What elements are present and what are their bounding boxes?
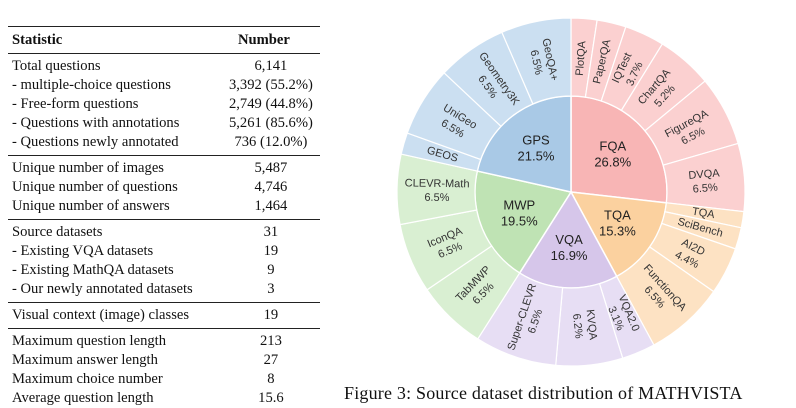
statistic-label: Average question length bbox=[8, 389, 208, 408]
statistic-label: - Questions with annotations bbox=[8, 114, 208, 133]
category-percent-label: 19.5% bbox=[501, 213, 538, 228]
figure-caption: Figure 3: Source dataset distribution of… bbox=[344, 383, 743, 404]
statistic-label: Source datasets bbox=[8, 220, 208, 243]
dataset-percent-label: 6.5% bbox=[692, 182, 718, 196]
statistic-label: - Free-form questions bbox=[8, 95, 208, 114]
table-header-row: Statistic Number bbox=[8, 27, 320, 54]
statistic-value: 4,746 bbox=[208, 178, 320, 197]
statistic-value: 1,464 bbox=[208, 197, 320, 220]
category-percent-label: 16.9% bbox=[551, 248, 588, 263]
statistic-label: - Our newly annotated datasets bbox=[8, 280, 208, 303]
statistic-value: 6,141 bbox=[208, 54, 320, 77]
dataset-percent-label: 6.5% bbox=[424, 192, 449, 204]
statistic-value: 19 bbox=[208, 242, 320, 261]
statistic-label: Visual context (image) classes bbox=[8, 303, 208, 329]
statistic-value: 5,487 bbox=[208, 156, 320, 179]
statistic-value: 8 bbox=[208, 370, 320, 389]
category-percent-label: 21.5% bbox=[518, 148, 555, 163]
statistic-value: 15.6 bbox=[208, 389, 320, 408]
category-name-label: MWP bbox=[503, 197, 535, 212]
category-percent-label: 15.3% bbox=[599, 223, 636, 238]
category-percent-label: 26.8% bbox=[594, 155, 631, 170]
statistic-value: 31 bbox=[208, 220, 320, 243]
statistic-label: Unique number of questions bbox=[8, 178, 208, 197]
statistic-label: Maximum question length bbox=[8, 329, 208, 352]
statistic-label: Maximum answer length bbox=[8, 351, 208, 370]
statistic-value: 27 bbox=[208, 351, 320, 370]
statistic-value: 213 bbox=[208, 329, 320, 352]
statistic-label: Unique number of answers bbox=[8, 197, 208, 220]
statistic-label: Unique number of images bbox=[8, 156, 208, 179]
statistic-value: 5,261 (85.6%) bbox=[208, 114, 320, 133]
statistic-label: - Existing MathQA datasets bbox=[8, 261, 208, 280]
statistic-column-header: Statistic bbox=[8, 27, 208, 54]
statistic-value: 9 bbox=[208, 261, 320, 280]
statistic-label: - Questions newly annotated bbox=[8, 133, 208, 156]
statistic-label: Maximum choice number bbox=[8, 370, 208, 389]
statistic-value: 19 bbox=[208, 303, 320, 329]
category-name-label: VQA bbox=[555, 232, 583, 247]
category-name-label: TQA bbox=[604, 207, 631, 222]
statistic-value: 736 (12.0%) bbox=[208, 133, 320, 156]
statistic-value: 3,392 (55.2%) bbox=[208, 76, 320, 95]
statistic-label: Total questions bbox=[8, 54, 208, 77]
number-column-header: Number bbox=[208, 27, 320, 54]
dataset-name-label: CLEVR-Math bbox=[405, 177, 470, 190]
category-name-label: FQA bbox=[599, 139, 626, 154]
statistic-value: 2,749 (44.8%) bbox=[208, 95, 320, 114]
category-name-label: GPS bbox=[522, 132, 550, 147]
statistic-label: - Existing VQA datasets bbox=[8, 242, 208, 261]
statistic-value: 3 bbox=[208, 280, 320, 303]
statistic-label: - multiple-choice questions bbox=[8, 76, 208, 95]
